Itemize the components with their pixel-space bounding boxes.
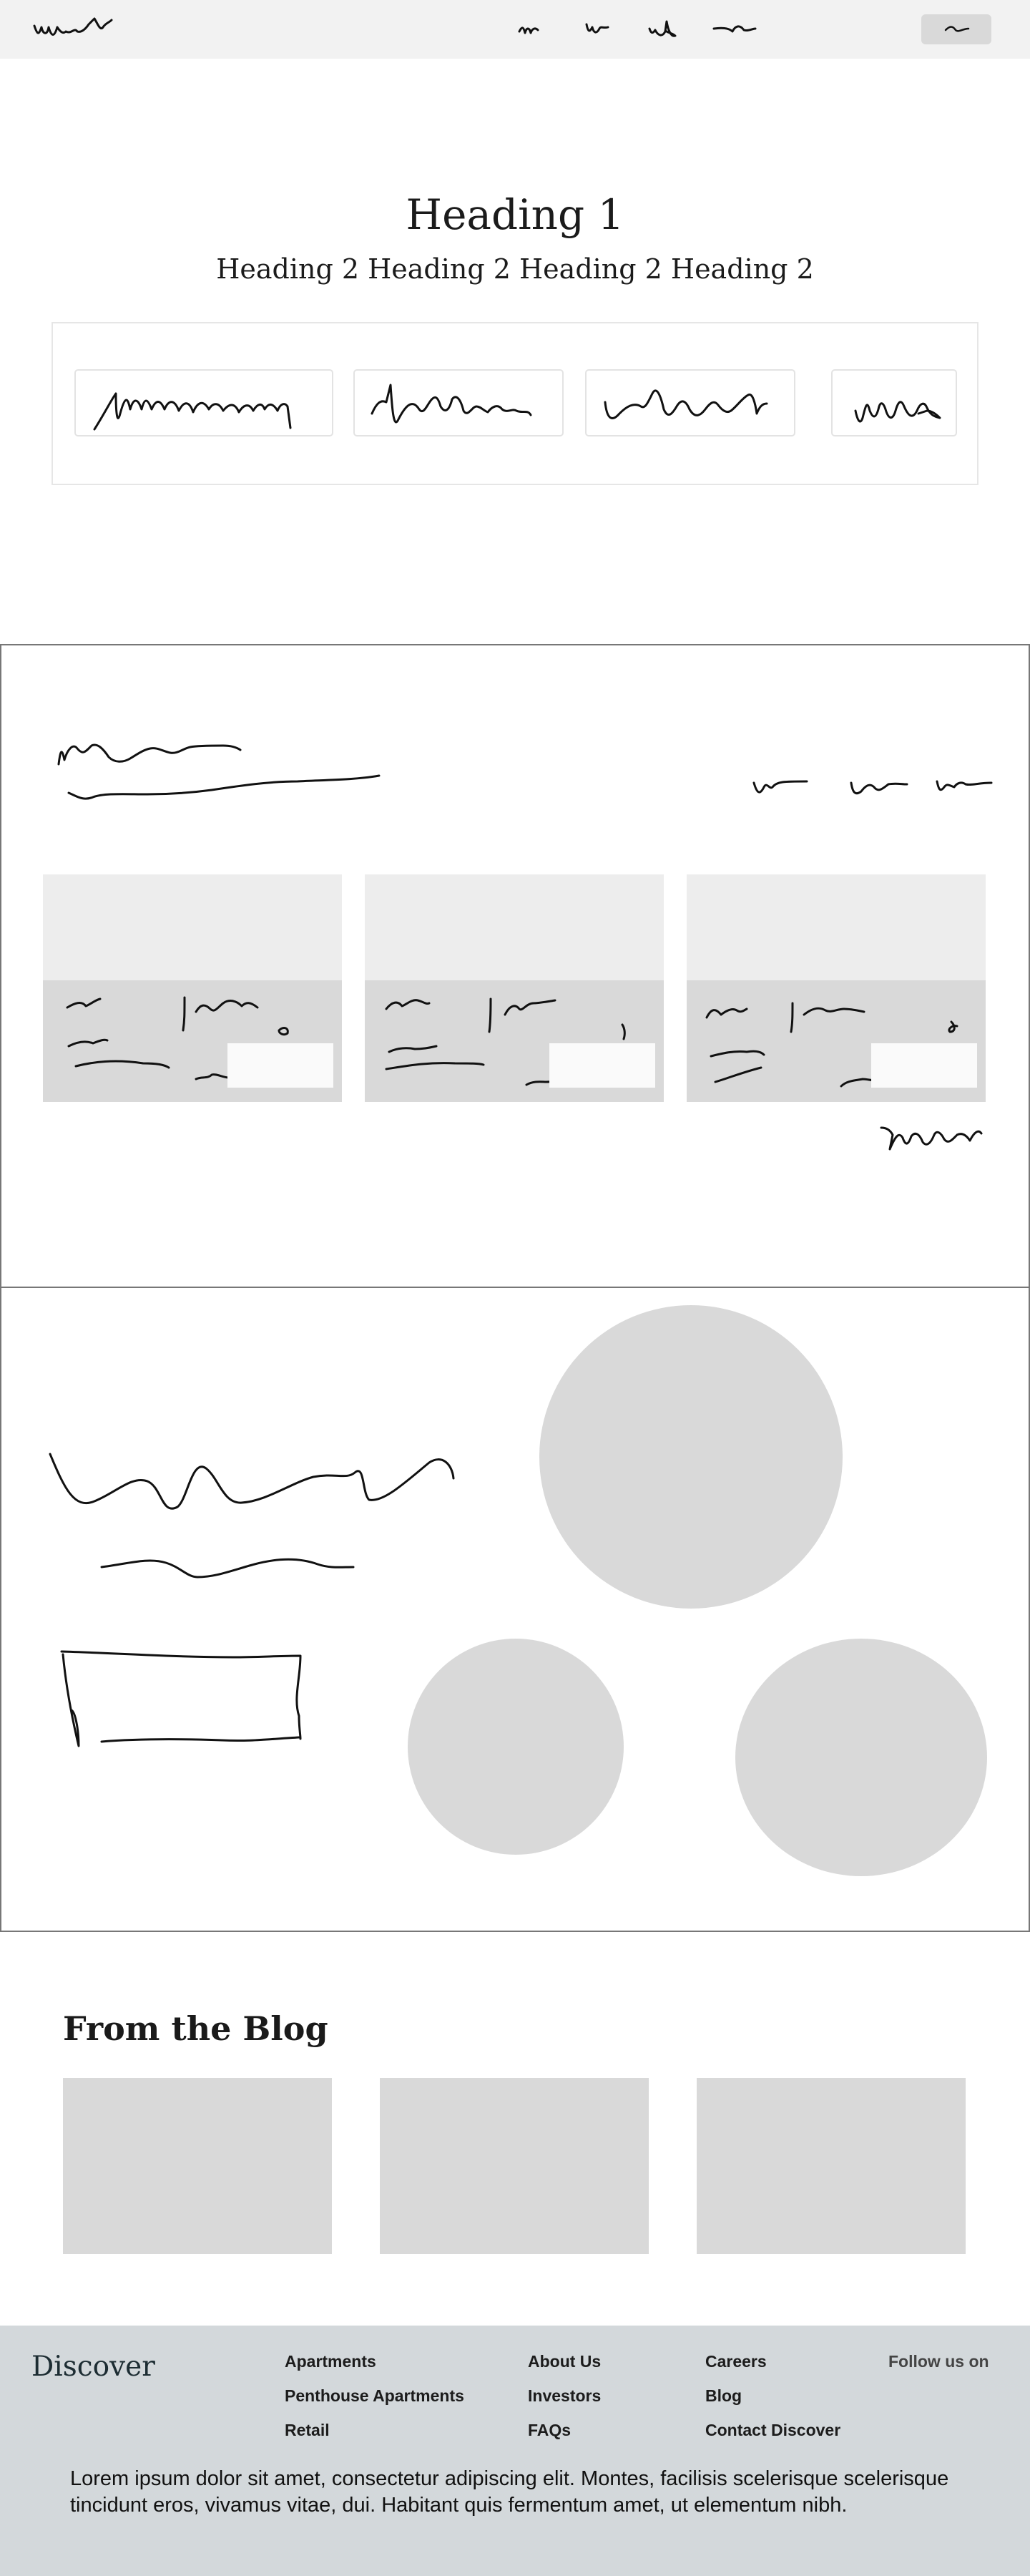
blog-card-3[interactable] — [697, 2078, 966, 2254]
pill-4-scribble-icon — [854, 401, 941, 423]
card-1-text-scribble-icon — [66, 996, 289, 1080]
site-footer: Discover Apartments Penthouse Apartments… — [0, 2326, 1030, 2576]
footer-link-about-us[interactable]: About Us — [528, 2352, 602, 2371]
footer-link-blog[interactable]: Blog — [705, 2386, 742, 2405]
footer-link-penthouse-apartments[interactable]: Penthouse Apartments — [285, 2386, 464, 2405]
feature-image-circle-left — [408, 1639, 624, 1855]
section-2-title-scribble-icon — [49, 1453, 455, 1579]
listing-card-1[interactable] — [43, 874, 342, 1102]
header-button-scribble-icon — [944, 26, 970, 32]
footer-column-1: Apartments Penthouse Apartments Retail — [285, 2344, 464, 2447]
feature-image-circle-right — [735, 1639, 987, 1876]
feature-cta-box-scribble-icon[interactable] — [57, 1641, 315, 1756]
listing-card-button[interactable] — [227, 1043, 333, 1088]
logo-scribble-icon[interactable] — [31, 13, 117, 44]
listing-card-image — [43, 874, 342, 980]
nav-item-2-scribble-icon[interactable] — [584, 19, 612, 40]
nav-item-4-scribble-icon[interactable] — [711, 19, 758, 39]
features-section — [0, 1287, 1030, 1932]
blog-section-title: From the Blog — [63, 2009, 328, 2048]
listing-card-image — [365, 874, 664, 980]
hero-heading-1: Heading 1 — [406, 190, 624, 239]
footer-description: Lorem ipsum dolor sit amet, consectetur … — [70, 2467, 949, 2517]
site-header — [0, 0, 1030, 59]
footer-link-faqs[interactable]: FAQs — [528, 2421, 572, 2439]
hero-heading-2: Heading 2 Heading 2 Heading 2 Heading 2 — [216, 253, 814, 285]
footer-link-apartments[interactable]: Apartments — [285, 2352, 376, 2371]
listings-section — [0, 644, 1030, 1288]
view-link-1-scribble-icon[interactable] — [751, 773, 815, 801]
filter-pill-panel — [52, 322, 978, 485]
section-1-title-scribble-icon — [57, 743, 381, 800]
listing-card-image — [687, 874, 986, 980]
filter-pill-2[interactable] — [353, 369, 564, 436]
card-3-text-scribble-icon — [705, 1002, 958, 1088]
listing-card-2[interactable] — [365, 874, 664, 1102]
filter-pill-3[interactable] — [585, 369, 795, 436]
listing-card-button[interactable] — [871, 1043, 977, 1088]
footer-link-careers[interactable]: Careers — [705, 2352, 767, 2371]
nav-item-3-scribble-icon[interactable] — [647, 16, 681, 42]
view-link-2-scribble-icon[interactable] — [848, 773, 913, 801]
see-all-link-scribble-icon[interactable] — [878, 1113, 993, 1156]
filter-pill-4[interactable] — [831, 369, 957, 436]
blog-card-2[interactable] — [380, 2078, 649, 2254]
blog-card-1[interactable] — [63, 2078, 332, 2254]
footer-link-contact-discover[interactable]: Contact Discover — [705, 2421, 841, 2439]
footer-link-retail[interactable]: Retail — [285, 2421, 330, 2439]
footer-follow-us: Follow us on — [888, 2352, 989, 2371]
nav-item-1-scribble-icon[interactable] — [516, 20, 545, 40]
footer-column-3: Careers Blog Contact Discover — [705, 2344, 840, 2447]
footer-column-2: About Us Investors FAQs — [528, 2344, 601, 2447]
footer-brand[interactable]: Discover — [31, 2351, 155, 2383]
pill-3-scribble-icon — [604, 389, 768, 419]
header-cta-button[interactable] — [921, 14, 991, 44]
footer-link-investors[interactable]: Investors — [528, 2386, 602, 2405]
listing-card-button[interactable] — [549, 1043, 655, 1088]
view-link-3-scribble-icon[interactable] — [934, 773, 999, 801]
pill-2-scribble-icon — [371, 384, 532, 424]
feature-image-circle-large — [539, 1305, 843, 1609]
listing-card-3[interactable] — [687, 874, 986, 1102]
pill-1-scribble-icon — [93, 392, 292, 431]
filter-pill-1[interactable] — [74, 369, 333, 436]
